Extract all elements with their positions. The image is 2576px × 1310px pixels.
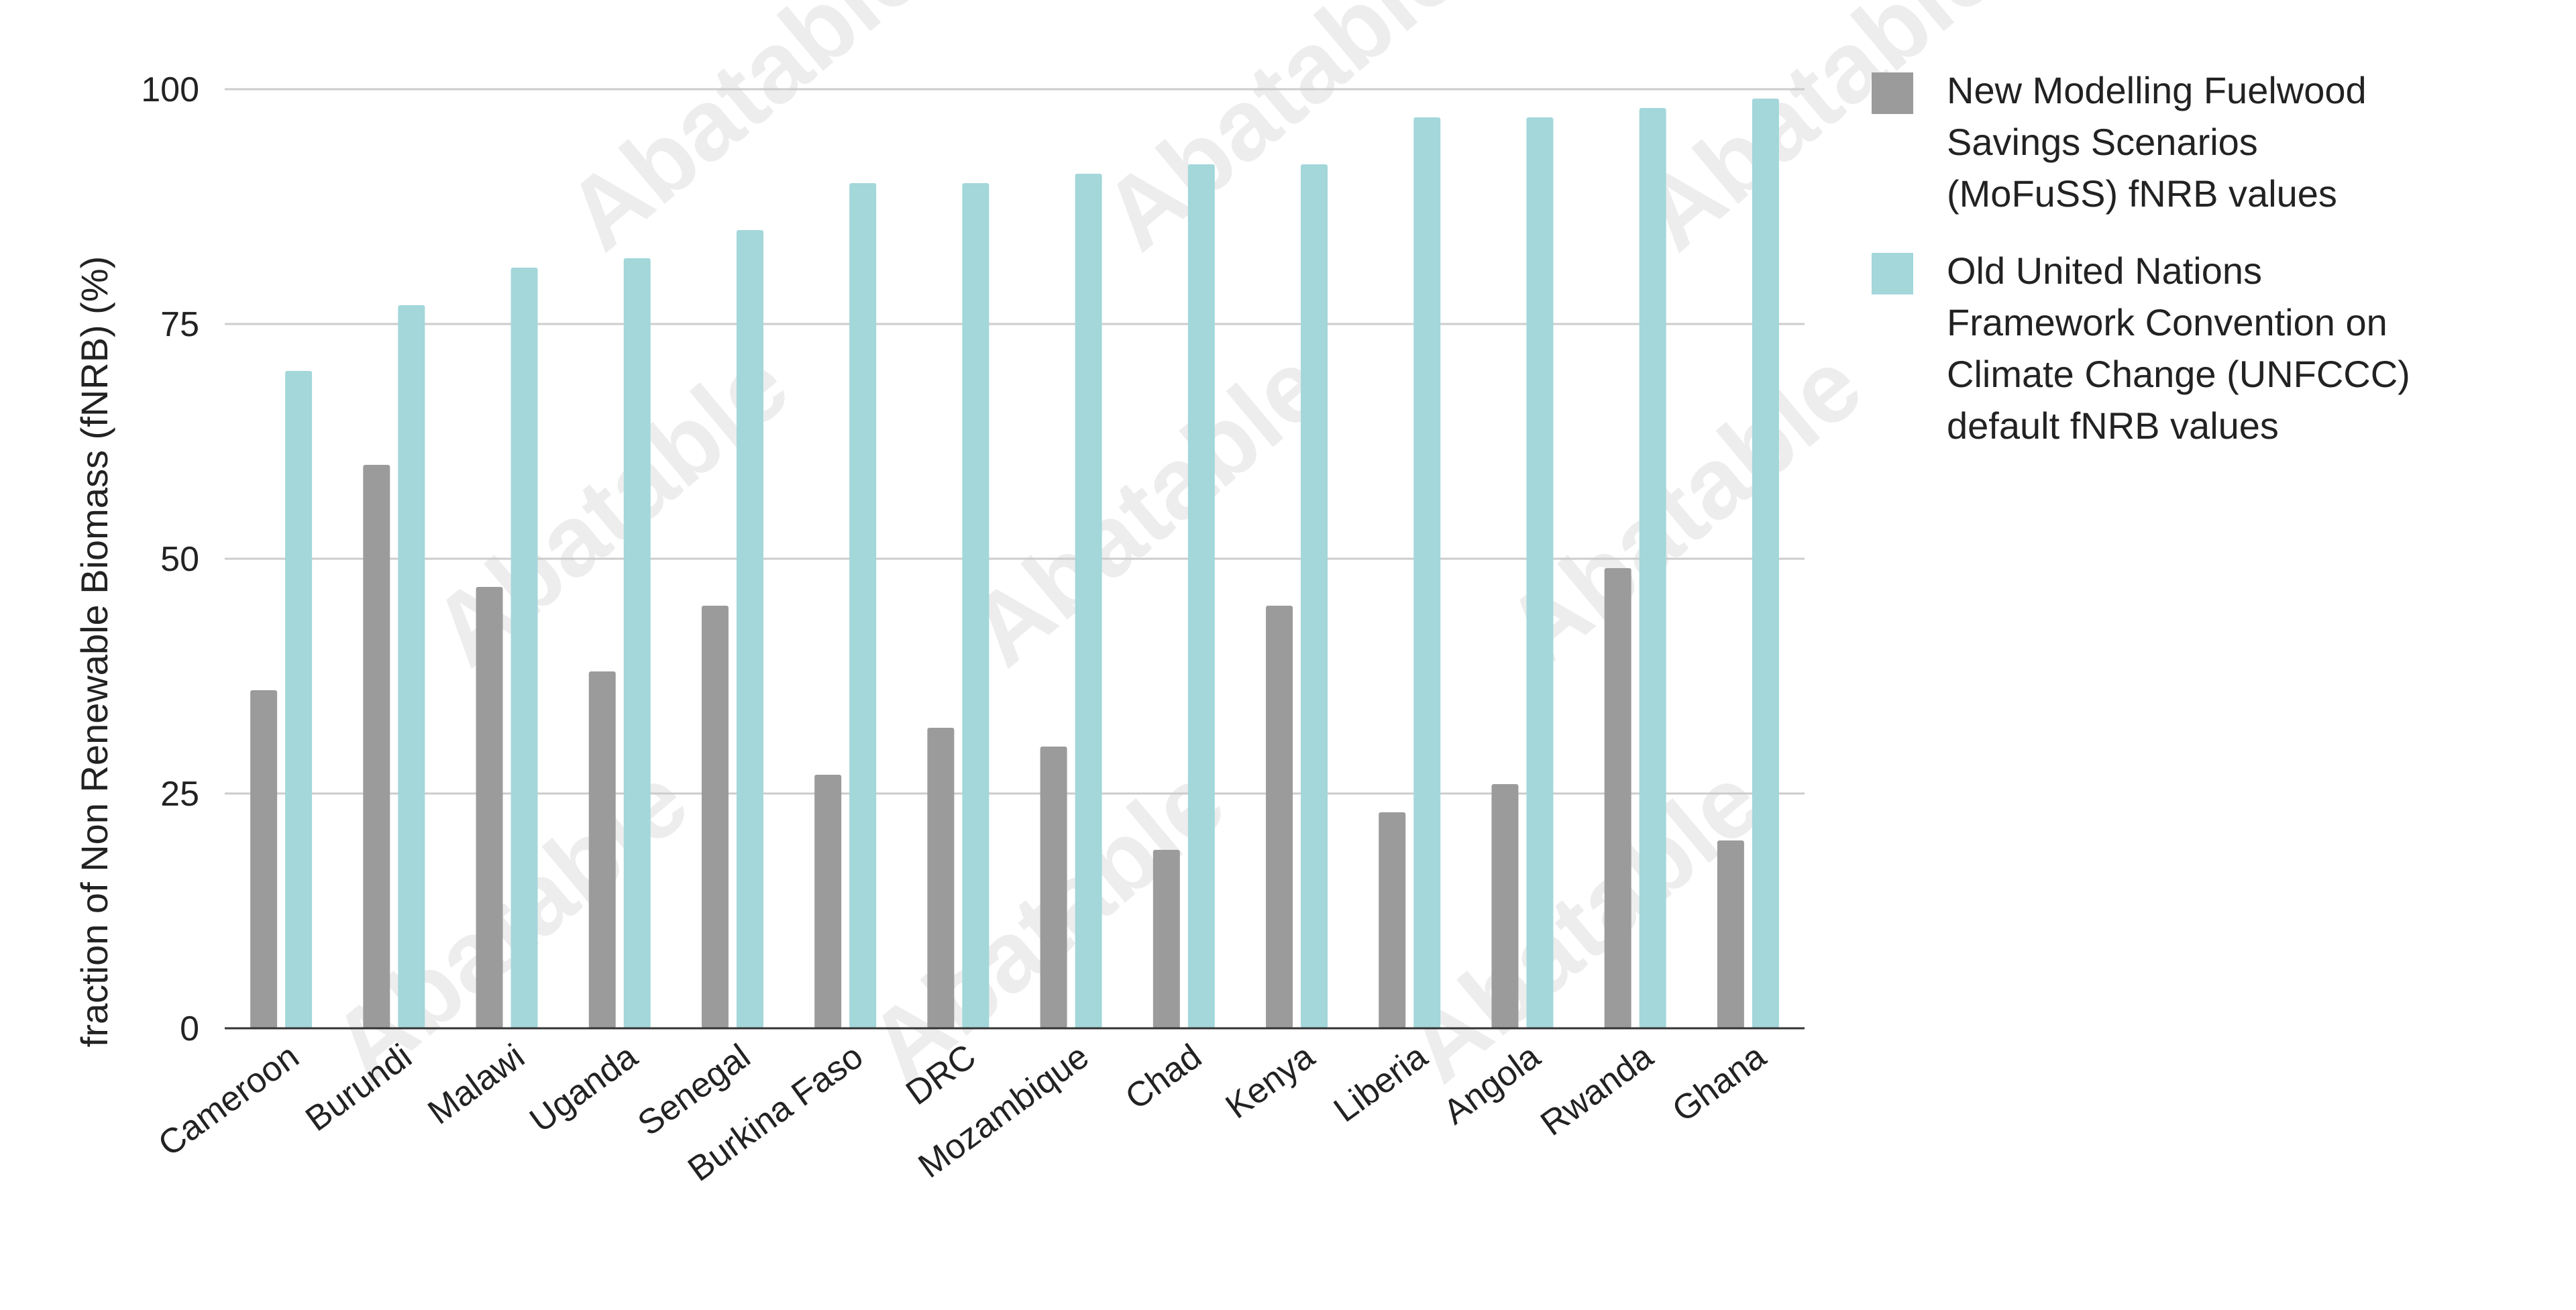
bar-unfccc-angola <box>1526 117 1554 1028</box>
bar-mofuss-kenya <box>1266 606 1293 1028</box>
bar-unfccc-liberia <box>1413 117 1441 1028</box>
bars <box>250 99 1779 1028</box>
y-tick-label: 50 <box>160 540 199 579</box>
bar-unfccc-rwanda <box>1639 108 1666 1028</box>
bar-unfccc-burkina-faso <box>849 183 877 1028</box>
y-tick-label: 0 <box>180 1009 199 1048</box>
legend-label-unfccc: Old United Nations Framework Convention … <box>1947 250 2410 447</box>
legend-swatch-mofuss <box>1872 72 1913 114</box>
bar-unfccc-kenya <box>1301 164 1328 1028</box>
bar-mofuss-burundi <box>363 465 390 1028</box>
bar-mofuss-rwanda <box>1604 568 1631 1028</box>
bar-unfccc-uganda <box>623 258 651 1028</box>
bar-mofuss-mozambique <box>1040 747 1067 1028</box>
x-tick-label: Uganda <box>523 1037 645 1140</box>
y-tick-labels: 0 25 50 75 100 <box>141 70 199 1048</box>
legend-swatch-unfccc <box>1872 253 1913 294</box>
bar-unfccc-chad <box>1187 164 1215 1028</box>
bar-unfccc-malawi <box>511 268 538 1028</box>
bar-unfccc-drc <box>962 183 989 1028</box>
y-axis-title: fraction of Non Renewable Biomass (fNRB)… <box>73 256 115 1048</box>
bar-mofuss-liberia <box>1379 812 1406 1028</box>
x-tick-label: Chad <box>1118 1037 1209 1117</box>
bar-unfccc-senegal <box>736 230 763 1028</box>
bar-mofuss-angola <box>1491 784 1519 1028</box>
legend: New Modelling Fuelwood Savings Scenarios… <box>1872 64 2556 477</box>
x-tick-label: Rwanda <box>1534 1037 1660 1144</box>
x-tick-label: Ghana <box>1666 1037 1773 1130</box>
bar-mofuss-burkina-faso <box>814 775 842 1028</box>
bar-mofuss-drc <box>927 728 955 1028</box>
bar-unfccc-mozambique <box>1075 174 1102 1028</box>
bar-mofuss-malawi <box>476 587 503 1028</box>
y-tick-label: 100 <box>141 70 199 109</box>
bar-unfccc-cameroon <box>285 371 313 1028</box>
bar-unfccc-ghana <box>1752 99 1779 1028</box>
gridlines <box>225 88 1805 795</box>
bar-mofuss-ghana <box>1717 840 1744 1028</box>
legend-label-mofuss: New Modelling Fuelwood Savings Scenarios… <box>1947 69 2367 215</box>
bar-mofuss-senegal <box>701 606 729 1028</box>
legend-item-mofuss: New Modelling Fuelwood Savings Scenarios… <box>1872 64 2556 219</box>
legend-item-unfccc: Old United Nations Framework Convention … <box>1872 245 2556 451</box>
bar-mofuss-cameroon <box>250 690 278 1028</box>
x-tick-label: Kenya <box>1219 1037 1322 1127</box>
bar-mofuss-chad <box>1152 850 1180 1028</box>
bar-unfccc-burundi <box>398 305 425 1028</box>
x-tick-label: Liberia <box>1327 1037 1434 1130</box>
bar-mofuss-uganda <box>588 671 616 1028</box>
x-tick-label: Cameroon <box>152 1037 307 1164</box>
y-tick-label: 75 <box>160 305 199 344</box>
y-tick-label: 25 <box>160 775 199 814</box>
